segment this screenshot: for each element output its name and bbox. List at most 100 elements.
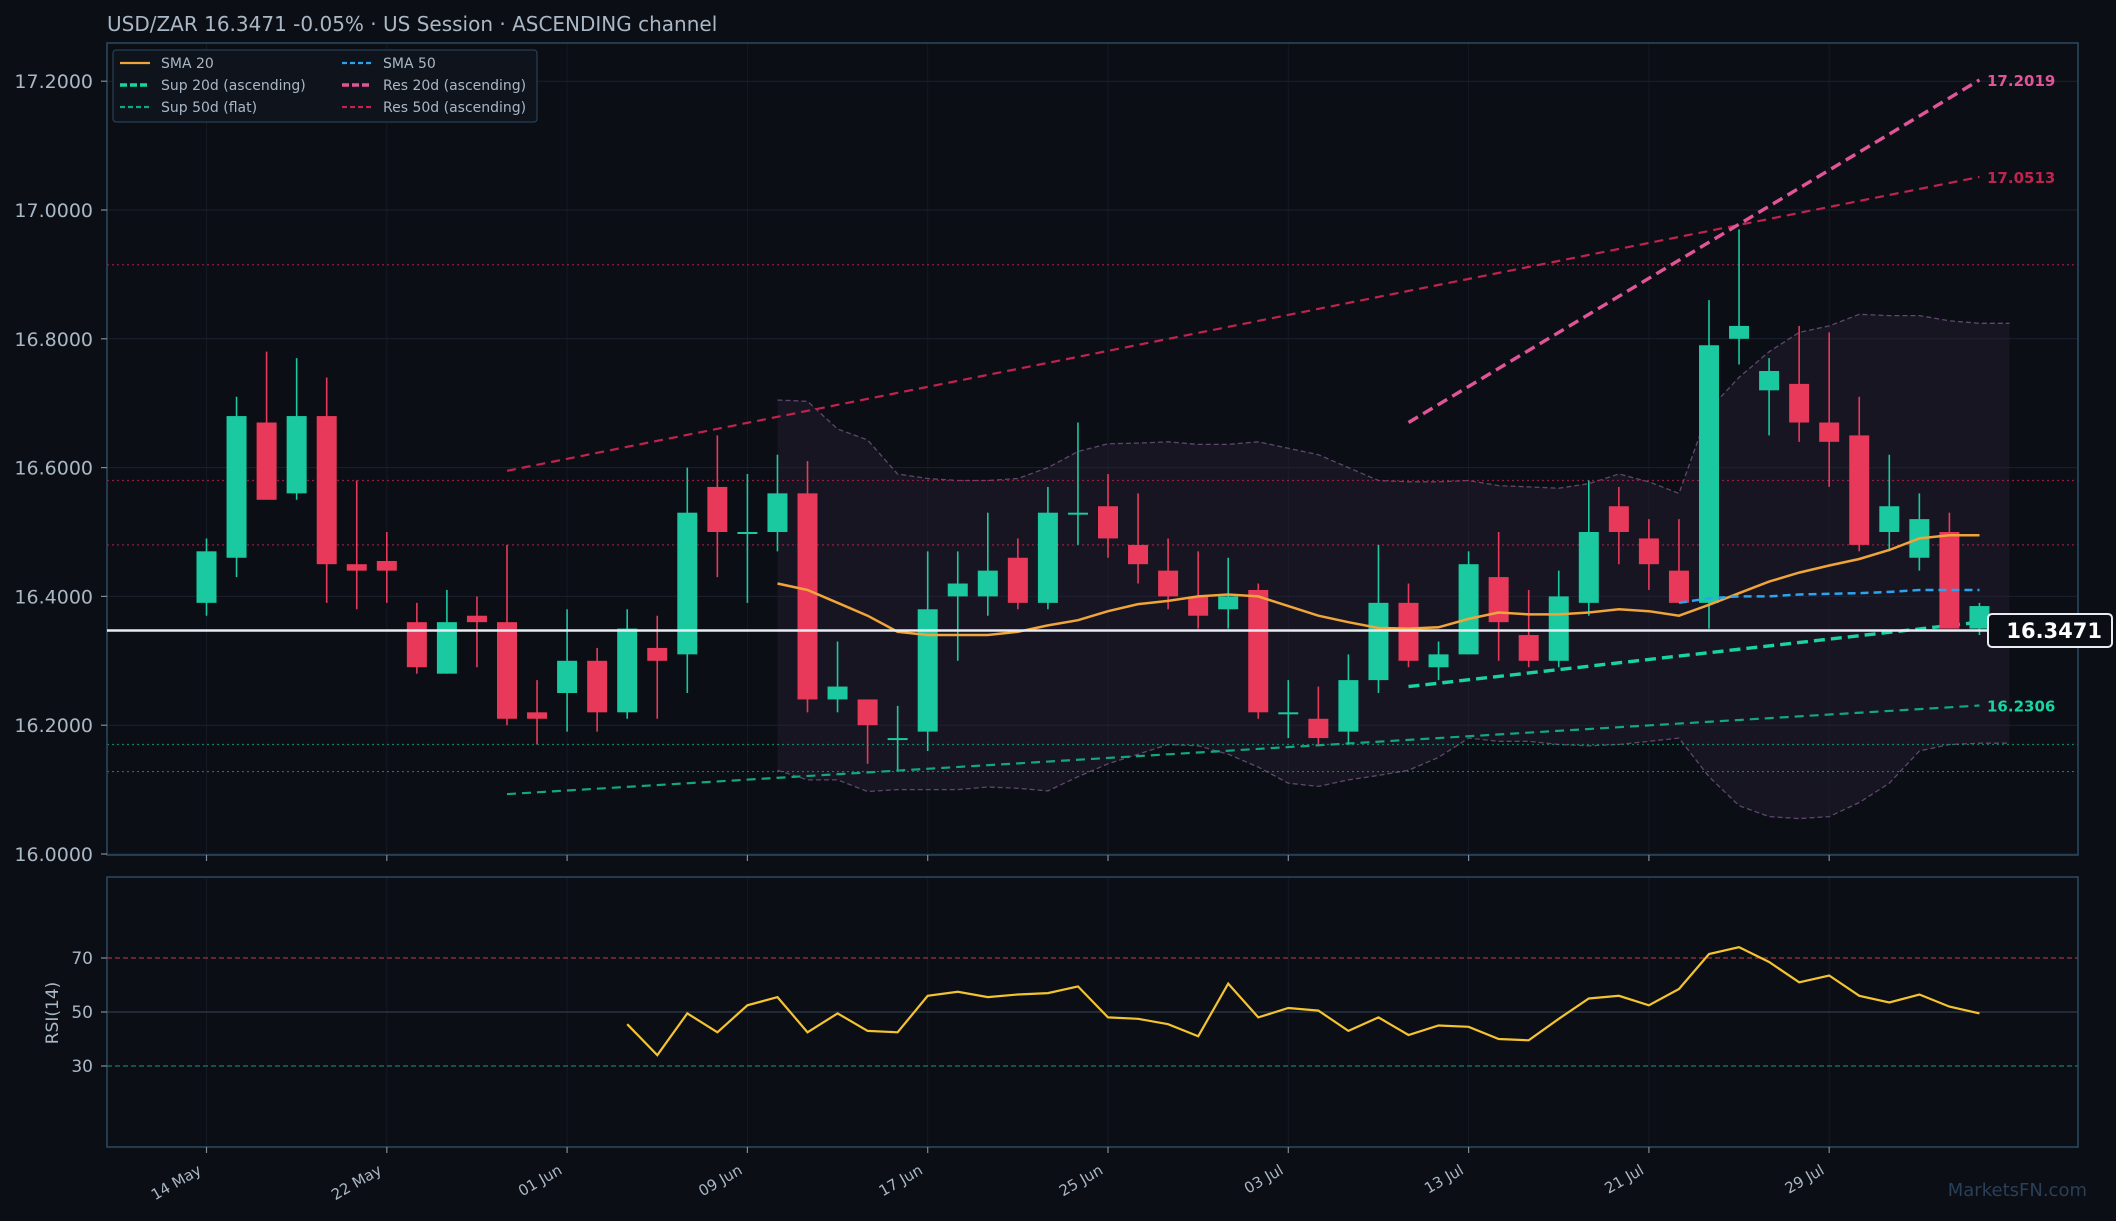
- candle-body: [707, 486, 728, 532]
- candle-body: [1248, 589, 1269, 713]
- candle-body: [1939, 532, 1960, 629]
- rsi-tick-label: 30: [71, 1057, 93, 1077]
- sma-50-line: [1678, 588, 1980, 605]
- end-labels: 17.2019 17.0513 16.2306: [1987, 72, 2055, 716]
- candle-body: [1308, 718, 1329, 739]
- rsi-axis: 30 50 70 RSI(14): [43, 949, 107, 1077]
- current-price: 16.3471: [107, 612, 2113, 648]
- rsi-series: [626, 946, 1980, 1057]
- candle-body: [1819, 422, 1840, 442]
- candle-body: [887, 738, 908, 741]
- candle-body: [1398, 602, 1419, 661]
- price-tick-label: 16.2000: [14, 715, 93, 737]
- candle-body: [617, 628, 638, 713]
- legend-label: SMA 20: [161, 56, 214, 72]
- candle-body: [1098, 506, 1118, 539]
- candle-body: [557, 660, 578, 693]
- candle-body: [196, 551, 217, 603]
- rsi-axis-label: RSI(14): [43, 982, 63, 1045]
- candle-body: [677, 512, 698, 655]
- candle-body: [767, 493, 788, 532]
- candle-body: [1608, 506, 1629, 532]
- price-tick-label: 17.2000: [14, 71, 93, 93]
- candle-body: [977, 570, 998, 597]
- bollinger-lower: [777, 737, 2010, 820]
- end-label: 17.0513: [1987, 169, 2055, 187]
- candle-body: [346, 564, 367, 571]
- candle-body: [1368, 602, 1389, 681]
- candle-body: [1699, 345, 1719, 603]
- candle-body: [1759, 371, 1780, 391]
- candle-body: [1007, 557, 1028, 603]
- legend-label: Sup 20d (ascending): [161, 78, 306, 94]
- candle-body: [376, 560, 397, 571]
- candle-body: [1218, 596, 1239, 610]
- price-tick-label: 17.0000: [14, 200, 93, 222]
- legend-label: SMA 50: [383, 56, 436, 72]
- current-price-badge: [1987, 612, 2113, 648]
- moving-averages: [777, 533, 1980, 637]
- legend-box: [112, 49, 538, 123]
- rsi-line: [626, 946, 1980, 1057]
- candle-body: [1067, 512, 1088, 515]
- sup-20d-line: [1408, 620, 1980, 689]
- legend: SMA 20 SMA 50 Sup 20d (ascending) Res 20d (…: [112, 49, 538, 123]
- rsi-tick-label: 70: [71, 949, 93, 969]
- candle-body: [857, 699, 878, 726]
- sup-50d-line: [506, 704, 1980, 796]
- candle-body: [1037, 512, 1058, 603]
- candle-body: [917, 609, 938, 732]
- candle-body: [1128, 544, 1149, 565]
- price-axis: 16.0000 16.2000 16.4000 16.6000 16.8000 17.00…: [14, 71, 107, 866]
- candle-body: [1578, 532, 1599, 603]
- candle-body: [1638, 538, 1659, 565]
- candle-body: [587, 660, 608, 713]
- trendlines: [506, 78, 1981, 796]
- horizontal-levels: [107, 264, 2078, 773]
- candle-body: [1488, 577, 1509, 623]
- candle-body: [947, 583, 968, 597]
- legend-label: Sup 50d (flat): [161, 100, 257, 116]
- current-price-label: 16.3471: [2006, 619, 2102, 643]
- legend-label: Res 50d (ascending): [383, 100, 526, 116]
- candle-body: [256, 422, 277, 500]
- candle-body: [1668, 570, 1689, 603]
- candle-body: [1158, 570, 1179, 597]
- candle-body: [466, 615, 487, 623]
- candle-body: [1548, 596, 1569, 661]
- end-label: 16.2306: [1987, 697, 2055, 715]
- candles: [196, 229, 1990, 771]
- candle-body: [406, 622, 427, 668]
- candle-body: [286, 416, 307, 494]
- candle-body: [797, 493, 818, 700]
- candle-body: [527, 712, 548, 719]
- end-label: 17.2019: [1987, 72, 2055, 90]
- rsi-grid: [107, 877, 2078, 1147]
- sma-20-line: [777, 533, 1980, 637]
- candle-body: [1458, 564, 1479, 655]
- candle-body: [1188, 596, 1209, 616]
- candle-body: [1789, 383, 1810, 423]
- candle-body: [827, 686, 848, 700]
- candle-body: [1278, 712, 1299, 715]
- price-grid: [107, 43, 2078, 855]
- price-tick-label: 16.6000: [14, 458, 93, 480]
- candle-body: [1729, 325, 1750, 339]
- candle-body: [1428, 654, 1449, 668]
- watermark: MarketsFN.com: [1948, 1180, 2087, 1201]
- price-tick-label: 16.4000: [14, 586, 93, 608]
- price-tick-label: 16.0000: [14, 844, 93, 866]
- rsi-tick-label: 50: [71, 1003, 93, 1023]
- candle-body: [1338, 680, 1359, 732]
- candle-body: [436, 622, 457, 674]
- chart-title: USD/ZAR 16.3471 -0.05% · US Session · AS…: [107, 12, 717, 36]
- candle-body: [737, 532, 758, 534]
- candle-body: [1849, 435, 1870, 545]
- candle-body: [316, 416, 337, 565]
- candle-body: [1518, 635, 1539, 661]
- price-tick-label: 16.8000: [14, 329, 93, 351]
- candle-body: [226, 416, 247, 558]
- candle-body: [647, 647, 668, 661]
